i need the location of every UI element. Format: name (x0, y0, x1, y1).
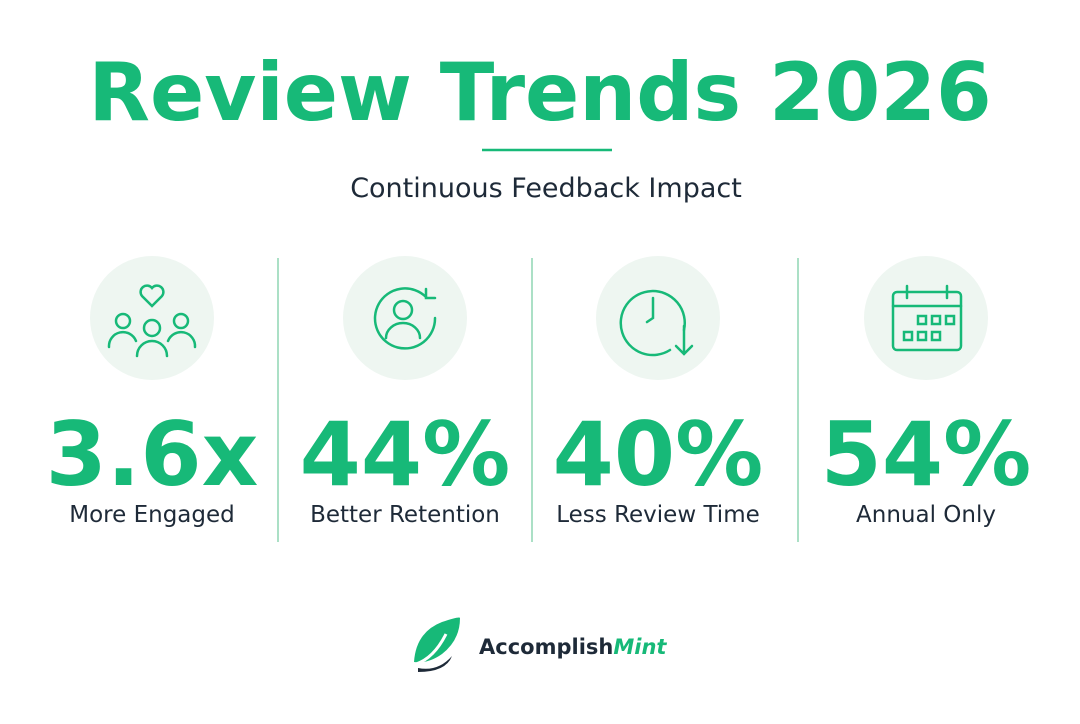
stat-label: Annual Only (856, 502, 996, 528)
icon-circle (90, 256, 214, 380)
subtitle: Continuous Feedback Impact (350, 173, 742, 204)
stat-value: 54% (821, 403, 1032, 506)
stat-label: Better Retention (310, 502, 500, 528)
logo-vein (415, 633, 448, 666)
title: Review Trends 2026 (88, 46, 991, 139)
stat-label: Less Review Time (556, 502, 760, 528)
icon-circle (596, 256, 720, 380)
logo-leaf (414, 617, 460, 663)
dividers (277, 258, 799, 542)
brand-name-end: Mint (613, 635, 667, 659)
stat-value: 40% (553, 403, 764, 506)
brand-logo (414, 617, 460, 672)
stat-value: 44% (300, 403, 511, 506)
brand-name-start: Accomplish (479, 635, 613, 659)
logo-base (418, 656, 452, 672)
people-icon (107, 284, 197, 358)
retention-icon (373, 287, 437, 350)
brand-name: AccomplishMint (479, 635, 667, 659)
stat-value: 3.6x (46, 403, 259, 506)
clock-icon (619, 289, 694, 357)
stat-label: More Engaged (69, 502, 234, 528)
calendar-icon (891, 284, 963, 352)
